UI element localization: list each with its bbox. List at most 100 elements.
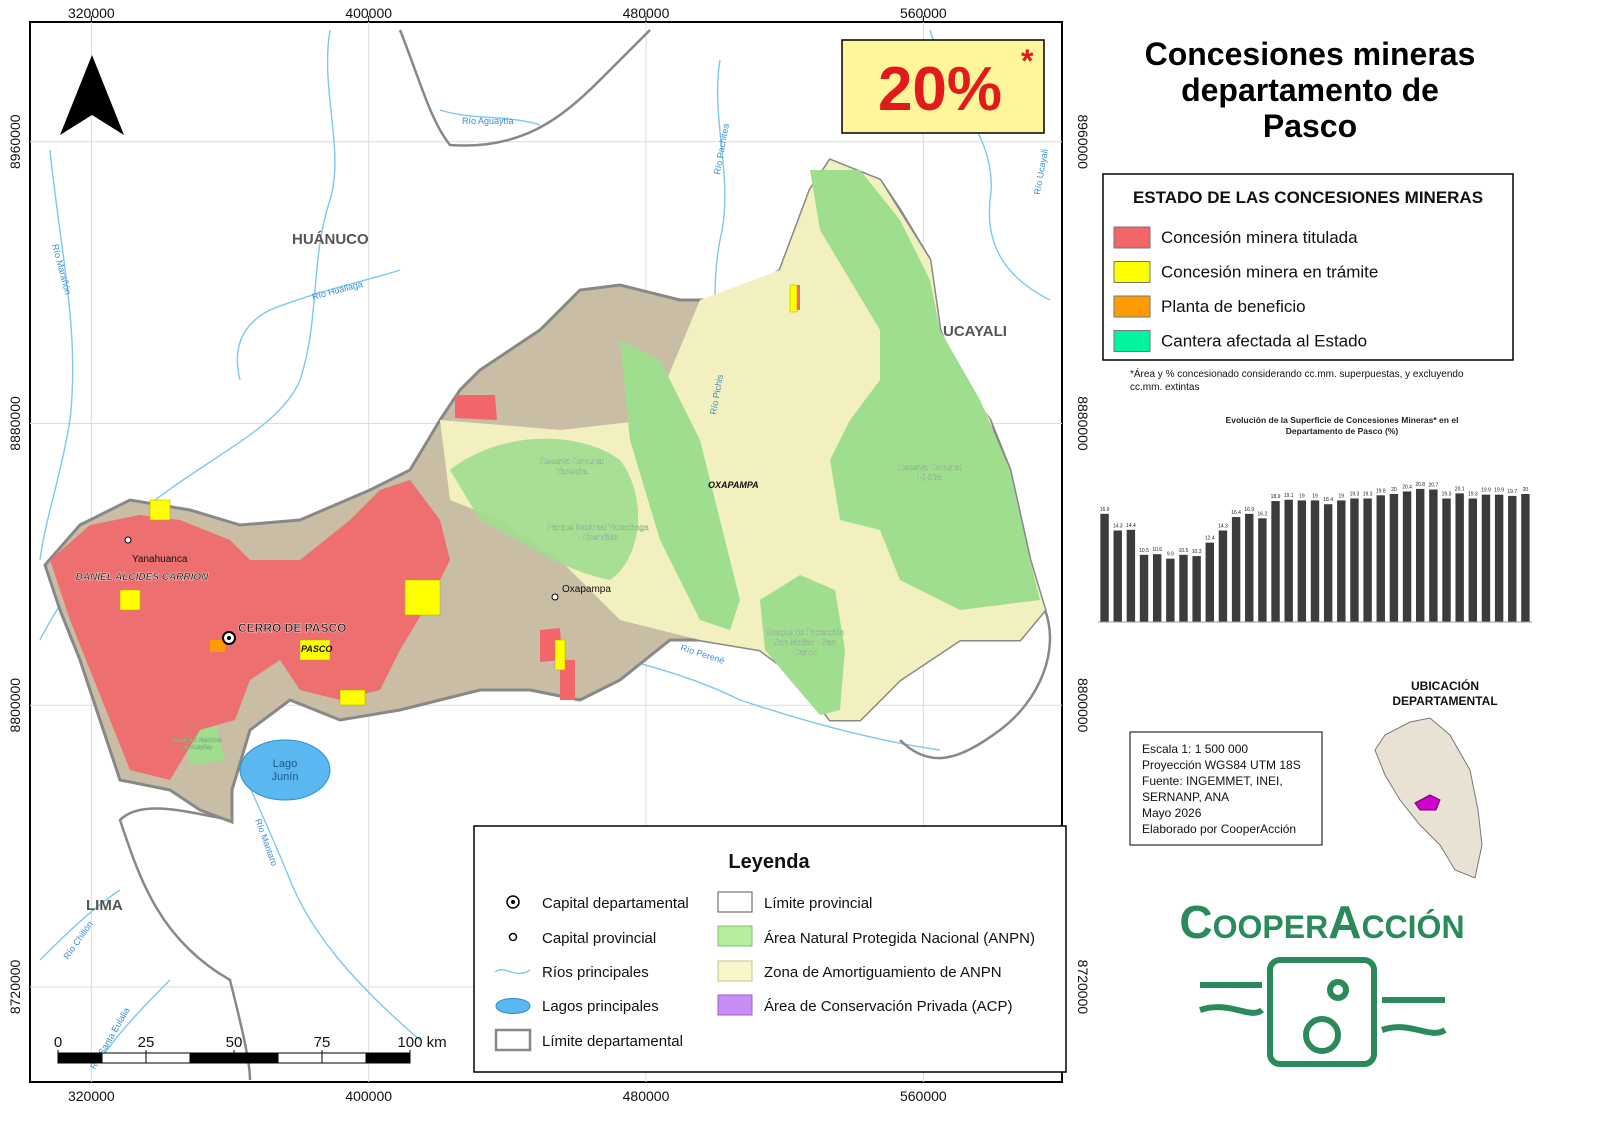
bar xyxy=(1376,495,1385,622)
province-label: DANIEL ALCIDES CARRION xyxy=(76,572,210,583)
y-tick-label: 8960000 xyxy=(7,114,23,169)
lake-label: Lago Junín xyxy=(272,758,299,783)
legend-label: Área Natural Protegida Nacional (ANPN) xyxy=(764,930,1035,947)
scale-segment xyxy=(277,1052,323,1064)
area-label: Bosque de Protección San Matías - San Carl… xyxy=(766,628,844,657)
region-label: HUÁNUCO xyxy=(292,231,369,248)
scale-label: 25 xyxy=(138,1034,155,1051)
footnote: *Área y % concesionado considerando cc.m… xyxy=(1130,367,1464,393)
value-label: 18.9 xyxy=(1271,494,1281,500)
info-line: SERNANP, ANA xyxy=(1142,790,1229,804)
legend-symbol xyxy=(511,900,515,904)
x-tick-label: 560000 xyxy=(900,5,947,21)
bar xyxy=(1218,530,1228,622)
legend-symbol xyxy=(717,960,753,982)
info-line: Elaborado por CooperAcción xyxy=(1142,822,1296,836)
value-label: 20.7 xyxy=(1428,483,1438,489)
value-label: 20 xyxy=(1391,487,1397,493)
status-swatch xyxy=(1113,261,1151,283)
scale-segment xyxy=(189,1052,235,1064)
scale-label: 0 xyxy=(54,1034,62,1051)
north-arrow xyxy=(92,55,124,135)
status-swatch xyxy=(1113,295,1151,318)
x-tick-label: 480000 xyxy=(623,1088,670,1104)
status-label: Concesión minera en trámite xyxy=(1161,263,1378,282)
legend-symbol xyxy=(717,925,753,947)
legend-title: Leyenda xyxy=(728,851,810,873)
value-label: 19.1 xyxy=(1284,493,1294,499)
y-tick-label: 8800000 xyxy=(7,678,23,733)
bar xyxy=(1442,498,1451,622)
value-label: 20.4 xyxy=(1402,484,1412,490)
value-label: 14.3 xyxy=(1218,523,1228,529)
place-label: Oxapampa xyxy=(562,584,611,595)
legend-label: Zona de Amortiguamiento de ANPN xyxy=(764,964,1002,981)
bar xyxy=(1310,500,1320,622)
bar xyxy=(1363,498,1372,622)
value-label: 19 xyxy=(1299,493,1305,499)
legend-symbol xyxy=(494,969,531,975)
scale-label: 75 xyxy=(314,1034,331,1051)
value-label: 20.1 xyxy=(1455,486,1465,492)
bar xyxy=(1468,498,1478,622)
bar xyxy=(1455,493,1464,622)
legend-symbol xyxy=(717,994,753,1016)
value-label: 19.9 xyxy=(1481,488,1491,494)
bar xyxy=(1258,518,1267,622)
bar xyxy=(1494,494,1504,622)
value-label: 10.5 xyxy=(1139,548,1149,554)
map: 320000 400000 480000 560000 8720000 8800000 88… xyxy=(7,5,1067,1083)
bar xyxy=(1416,488,1425,622)
concession xyxy=(210,640,225,652)
bar xyxy=(1402,491,1412,622)
bar xyxy=(1126,529,1136,622)
legend-symbol xyxy=(494,1028,532,1052)
location-title: UBICACIÓN DEPARTAMENTAL xyxy=(1392,678,1497,708)
scale-segment xyxy=(101,1052,147,1064)
legend-box xyxy=(473,825,1067,1073)
value-label: 19 xyxy=(1339,493,1345,499)
bar xyxy=(1166,558,1175,622)
region-label: UCAYALI xyxy=(943,323,1007,340)
legend-symbol xyxy=(508,932,518,942)
x-tick-label: 400000 xyxy=(345,5,392,21)
pasco-location xyxy=(1414,794,1441,811)
x-tick-label: 320000 xyxy=(68,5,115,21)
value-label: 10.3 xyxy=(1192,549,1202,555)
value-label: 9.9 xyxy=(1167,552,1174,558)
value-label: 20 xyxy=(1523,487,1529,493)
info-box xyxy=(1129,731,1323,846)
bar xyxy=(1297,500,1307,622)
bar xyxy=(1245,513,1254,622)
info-line: Escala 1: 1 500 000 xyxy=(1142,742,1248,756)
percent-value: 20% xyxy=(878,55,1002,124)
value-label: 10.6 xyxy=(1152,547,1162,553)
north-arrow xyxy=(60,55,92,135)
value-label: 19 xyxy=(1312,493,1318,499)
concession xyxy=(50,480,450,780)
status-label: Concesión minera titulada xyxy=(1161,228,1358,247)
bar xyxy=(1113,530,1122,622)
river xyxy=(99,979,171,1061)
status-label: Planta de beneficio xyxy=(1161,297,1306,316)
info-line: Proyección WGS84 UTM 18S xyxy=(1142,758,1301,772)
bar xyxy=(1429,489,1438,622)
area-label: Reserva Comunal Yanesha xyxy=(540,457,604,476)
y-tick-label: 8720000 xyxy=(1075,960,1091,1015)
legend-label: Capital departamental xyxy=(542,895,689,912)
province-label: PASCO xyxy=(301,644,332,654)
legend-label: Lagos principales xyxy=(542,998,659,1015)
status-swatch xyxy=(1113,226,1151,249)
bar xyxy=(1389,494,1399,622)
bar xyxy=(1323,504,1333,622)
logo-icon xyxy=(1199,957,1447,1067)
scale-segment xyxy=(365,1052,411,1064)
area-label: Santuario Nacional de Huayllay xyxy=(172,738,223,751)
scale-segment xyxy=(321,1052,367,1064)
value-label: 19.3 xyxy=(1468,491,1478,497)
bar xyxy=(1481,494,1491,622)
department-capital xyxy=(227,636,231,640)
value-label: 16.4 xyxy=(1231,510,1241,516)
place-label: Yanahuanca xyxy=(132,554,188,565)
value-label: 14.4 xyxy=(1126,523,1136,529)
